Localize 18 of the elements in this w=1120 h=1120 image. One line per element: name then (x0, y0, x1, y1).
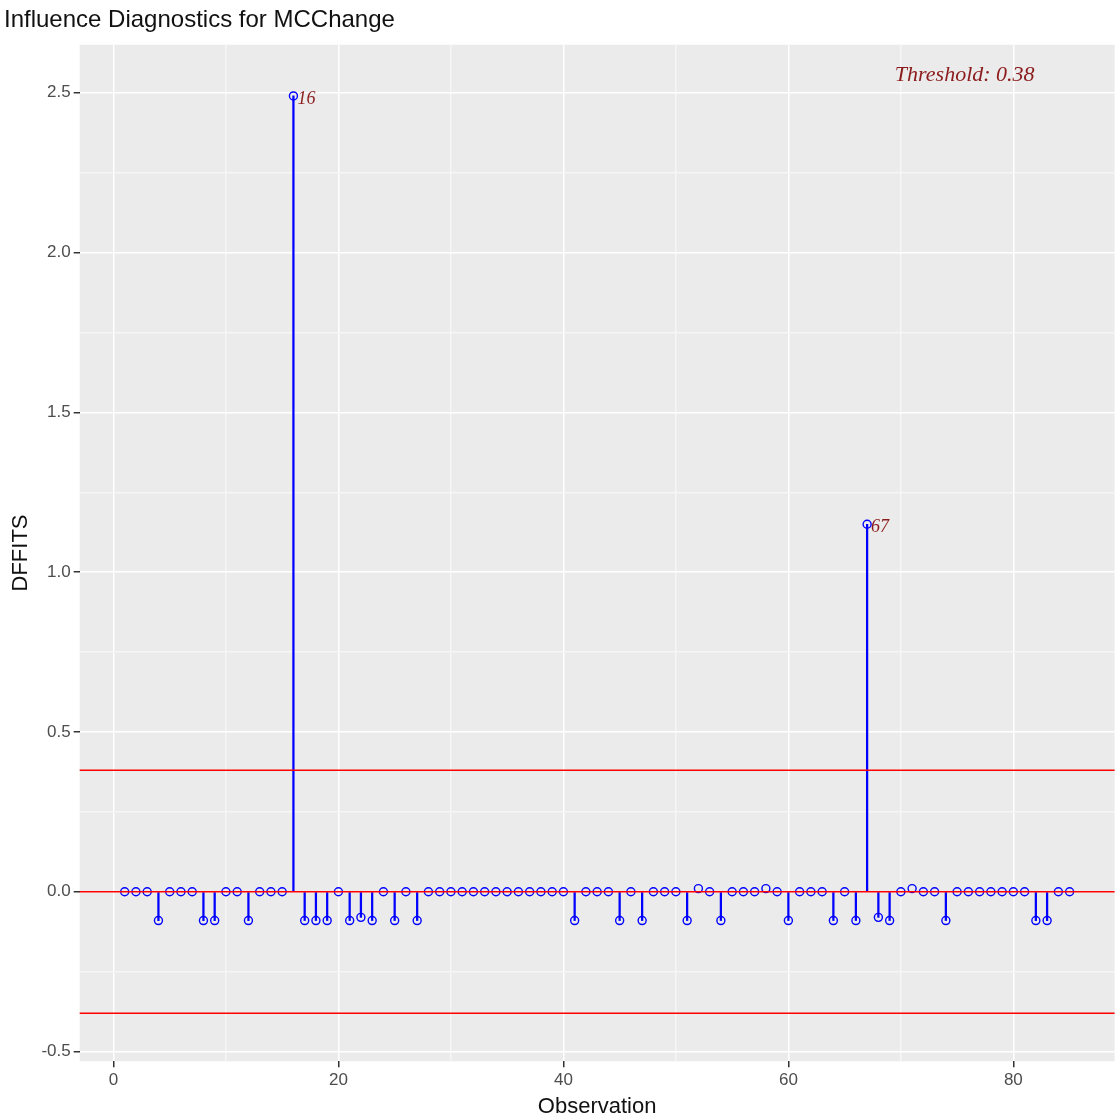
x-tick-label: 0 (108, 1070, 119, 1090)
x-axis-title: Observation (537, 1092, 657, 1118)
x-tick-label: 40 (553, 1070, 573, 1090)
annotation: 16 (297, 87, 316, 108)
y-tick-label: 2.0 (47, 242, 71, 262)
x-tick-label: 80 (1003, 1070, 1023, 1090)
annotation: Threshold: 0.38 (894, 60, 1035, 86)
y-tick-label: 2.5 (47, 82, 71, 102)
chart-title: Influence Diagnostics for MCChange (4, 5, 395, 33)
y-axis-title: DFFITS (7, 514, 33, 592)
y-tick-label: 0.0 (47, 881, 71, 901)
y-tick-label: 1.0 (47, 561, 71, 581)
x-tick-label: 20 (328, 1070, 348, 1090)
annotation: 67 (871, 515, 891, 536)
y-tick-label: 1.5 (47, 402, 71, 422)
y-tick-label: 0.5 (47, 721, 71, 741)
x-tick-label: 60 (778, 1070, 798, 1090)
y-tick-label: -0.5 (41, 1041, 71, 1061)
